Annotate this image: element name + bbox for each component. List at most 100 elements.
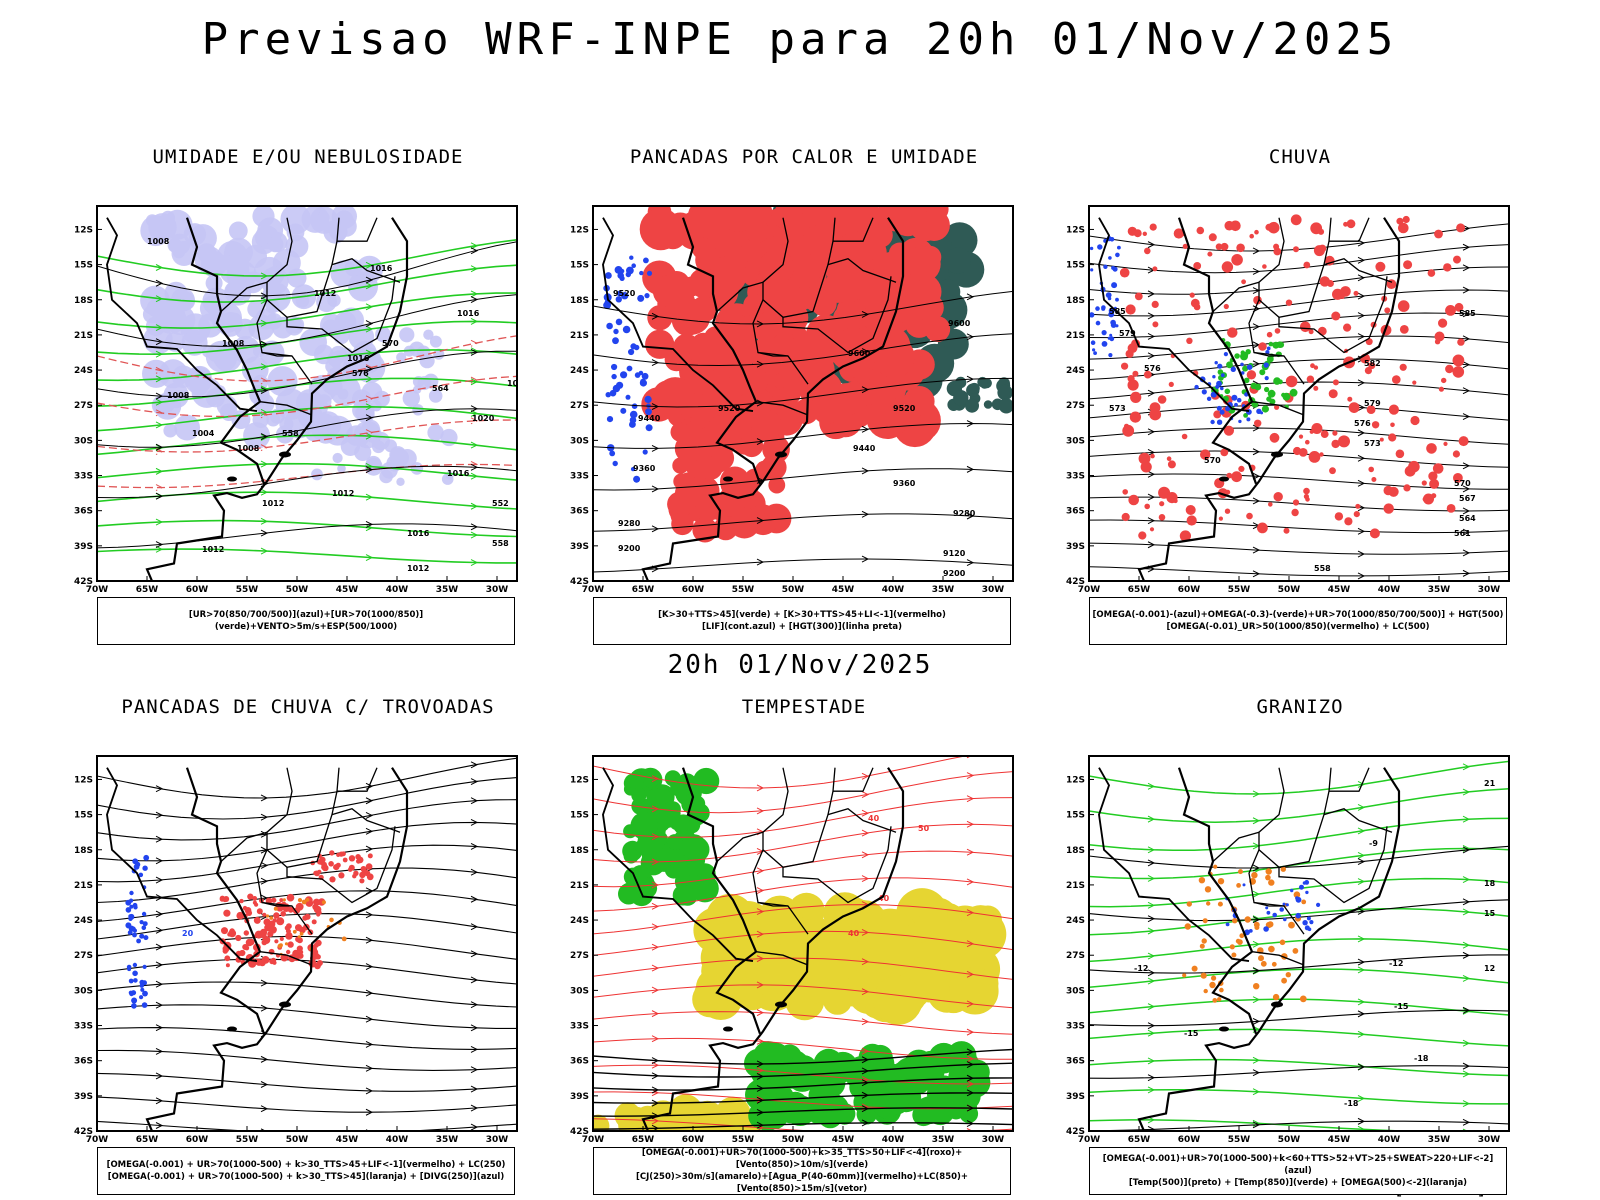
state-border [266, 767, 340, 869]
map-figure: 5855825795765735705675645615585555855795… [1066, 205, 1510, 595]
wind-arrow-head [1147, 927, 1156, 935]
red-rain-area-cell [1319, 276, 1330, 287]
wind-arrow-head [470, 348, 479, 356]
contour-label: 12 [1484, 964, 1495, 973]
lc250-streamlines-line [97, 1027, 517, 1050]
green-rain-area-cell [1268, 341, 1274, 347]
wind-arrow-head [966, 1048, 975, 1056]
red-rain-area-cell [1144, 247, 1151, 255]
red-rain-area-cell [1383, 485, 1393, 496]
wind-arrow-head [365, 845, 374, 853]
legend-line: [OMEGA(-0.001)+UR>70(1000-500)+k>35_TTS>… [641, 1148, 963, 1170]
green-wind-area-cell [662, 808, 681, 828]
wind-vectors-line [593, 1048, 1013, 1065]
wind-arrow-head [1357, 780, 1366, 788]
lif-contours-cell [630, 343, 637, 350]
wind-arrow-head [1462, 1062, 1471, 1070]
temp850-contours-line [1089, 877, 1509, 908]
lif-contours-cell [643, 257, 649, 264]
blue-hail-area-cell [1283, 917, 1287, 922]
red-rain-area-cell [1166, 492, 1178, 504]
contour-label: 9520 [613, 289, 636, 298]
wind-arrow-head [155, 350, 164, 358]
wind-arrow-head [651, 1089, 660, 1097]
red-thunderstorm-area-cell [296, 937, 303, 944]
red-rain-area-cell [1246, 512, 1253, 520]
wind-arrow-head [155, 1047, 164, 1055]
green-wind-area-cell [752, 1100, 784, 1131]
wind-arrow-head [1252, 570, 1261, 578]
state-border [286, 826, 396, 904]
red-rain-area-cell [1144, 503, 1150, 510]
wind-arrow-head [756, 1084, 765, 1092]
temp850-contours-line [1089, 1058, 1509, 1077]
thickness-dashed-line [97, 375, 517, 418]
lif-contours-cell [620, 407, 627, 414]
wind-arrow-head [1462, 1007, 1471, 1015]
wind-arrow-head [1357, 907, 1366, 915]
lif-contours-cell [616, 290, 623, 297]
y-tick-label: 39S [74, 542, 93, 552]
contour-label: 1008 [147, 237, 170, 246]
thickness-dashed [97, 335, 517, 492]
wind-arrow-head [1357, 454, 1366, 462]
red-rain-area-cell [1384, 307, 1391, 314]
wind-arrow-head [470, 895, 479, 903]
red-instability-area-cell [904, 273, 942, 311]
coastline [641, 217, 905, 582]
red-thunderstorm-area-cell [252, 896, 258, 901]
hgt300-lines-line [593, 468, 1013, 491]
map-frame [1088, 755, 1510, 1132]
blue-hail-area-cell [1302, 920, 1308, 926]
green-rain-area-cell [1243, 377, 1250, 384]
red-rain-area-cell [1241, 279, 1246, 285]
red-rain-area-cell [1128, 494, 1139, 506]
contour-label: 1016 [407, 529, 430, 538]
x-tick-label: 65W [1128, 585, 1151, 595]
blue-hail-area-cell [1309, 920, 1314, 925]
orange-omega-area-cell [1258, 955, 1264, 962]
blue-rain-area-cell [1216, 384, 1220, 388]
red-thunderstorm-area-cell [299, 950, 304, 955]
red-rain-area-cell [1458, 436, 1469, 447]
blue-humidity-area-cell [354, 443, 372, 461]
blue-humidity-area-cell [332, 452, 343, 464]
wind-arrow-head [470, 761, 479, 769]
wind-vectors-line [593, 1092, 1013, 1104]
red-instability-area-cell [873, 251, 911, 289]
x-tick-label: 65W [1128, 1135, 1151, 1145]
state-border [261, 901, 292, 907]
contour-labels: 40 50 40 40 [848, 814, 930, 938]
wind-arrow-head [365, 989, 374, 997]
x-tick-label: 50W [1278, 585, 1301, 595]
contour-label: 564 [432, 384, 449, 393]
wind-arrow-head [756, 320, 765, 328]
lif-contours-cell [622, 325, 631, 334]
lc850-streamlines-line [593, 1091, 1013, 1110]
green-humidity-contours-line [97, 377, 517, 407]
red-thunderstorm-area-cell [242, 905, 248, 911]
blue-rain-area-cell [1115, 297, 1119, 302]
blue-rain-area [1194, 346, 1271, 425]
orange-omega-area-cell [1268, 879, 1275, 886]
blue-rain-area-cell [1220, 386, 1224, 391]
wind-arrow-head [1357, 804, 1366, 811]
wind-arrow-head [365, 1040, 374, 1048]
orange-area-cell [305, 898, 310, 902]
red-rain-area-cell [1249, 233, 1254, 239]
red-rain-area-cell [1408, 460, 1420, 473]
red-instability-area-cell [703, 326, 729, 351]
map-boundaries [602, 767, 905, 1132]
red-instability-area-cell [671, 512, 694, 536]
blue-rain-area-cell [1210, 391, 1217, 398]
green-wind-area-cell [813, 1048, 844, 1079]
red-rain-area-cell [1313, 385, 1319, 391]
x-tick-label: 35W [1428, 585, 1451, 595]
wind-arrow-head [1462, 243, 1471, 251]
red-thunderstorm-area [310, 850, 374, 884]
wind-arrow-head [1357, 333, 1366, 341]
wind-arrow-head [470, 1066, 479, 1074]
green-rain-area-cell [1273, 377, 1281, 385]
red-thunderstorm-area-cell [314, 870, 320, 877]
y-tick-label: 15S [1066, 261, 1085, 271]
